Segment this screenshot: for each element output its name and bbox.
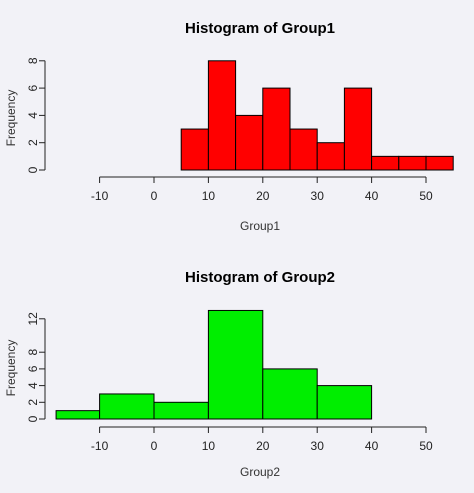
chart2-x-tick-label-20: 20	[256, 439, 270, 453]
chart2-x-tick-label-40: 40	[365, 439, 379, 453]
chart1-bar-8	[371, 155, 400, 171]
chart2-x-tick-label-10: 10	[202, 439, 216, 453]
chart1-y-tick-label-8: 8	[26, 57, 40, 64]
chart2-bar-5	[262, 368, 318, 420]
chart1-y-tick-label-2: 2	[26, 139, 40, 146]
chart1-y-axis-label: Frequency	[4, 90, 18, 147]
chart2-y-tick-label-8: 8	[26, 349, 40, 356]
chart1-y-tick-label-4: 4	[26, 112, 40, 119]
chart1-bar-7	[343, 87, 373, 171]
chart1-bar-5	[289, 128, 318, 171]
chart2-y-tick-label-2: 2	[26, 399, 40, 406]
chart2-bar-6	[316, 385, 373, 420]
chart1-x-axis-label: Group1	[240, 219, 280, 233]
chart2-y-axis-label: Frequency	[4, 340, 18, 397]
chart2-x-axis-label: Group2	[240, 465, 280, 479]
chart1-x-tick-label-0: 0	[151, 189, 158, 203]
chart2-x-tick-label--10: -10	[91, 439, 109, 453]
chart2-bar-2	[99, 393, 155, 420]
chart2-x-tick-label-50: 50	[419, 439, 433, 453]
chart1-x-tick-label--10: -10	[91, 189, 109, 203]
chart2-y-tick-label-4: 4	[26, 382, 40, 389]
chart1-x-tick-label-40: 40	[365, 189, 379, 203]
chart1-y-tick-label-6: 6	[26, 84, 40, 91]
chart1-x-tick-label-20: 20	[256, 189, 270, 203]
chart2-x-tick-label-30: 30	[311, 439, 325, 453]
chart2-y-tick-label-12: 12	[26, 312, 40, 326]
chart1-bar-1	[180, 128, 209, 171]
chart2-y-tick-label-6: 6	[26, 365, 40, 372]
chart1-x-tick-label-30: 30	[311, 189, 325, 203]
chart1-bar-10	[425, 155, 454, 171]
chart1-x-tick-label-50: 50	[419, 189, 433, 203]
chart1-bar-3	[235, 114, 264, 171]
chart2-y-tick-label-0: 0	[26, 415, 40, 422]
chart2-x-tick-label-0: 0	[151, 439, 158, 453]
chart1-bar-6	[316, 142, 345, 171]
chart2-bar-4	[207, 309, 264, 420]
chart1-y-tick-label-0: 0	[26, 166, 40, 173]
chart1-bar-9	[398, 155, 427, 171]
chart1-bar-2	[207, 60, 237, 171]
chart1-title: Histogram of Group1	[185, 20, 335, 37]
chart2-bar-1	[55, 410, 101, 420]
chart1-bar-4	[262, 87, 291, 171]
chart2-bar-3	[153, 401, 209, 420]
chart2-title: Histogram of Group2	[185, 269, 335, 286]
chart1-x-tick-label-10: 10	[202, 189, 216, 203]
